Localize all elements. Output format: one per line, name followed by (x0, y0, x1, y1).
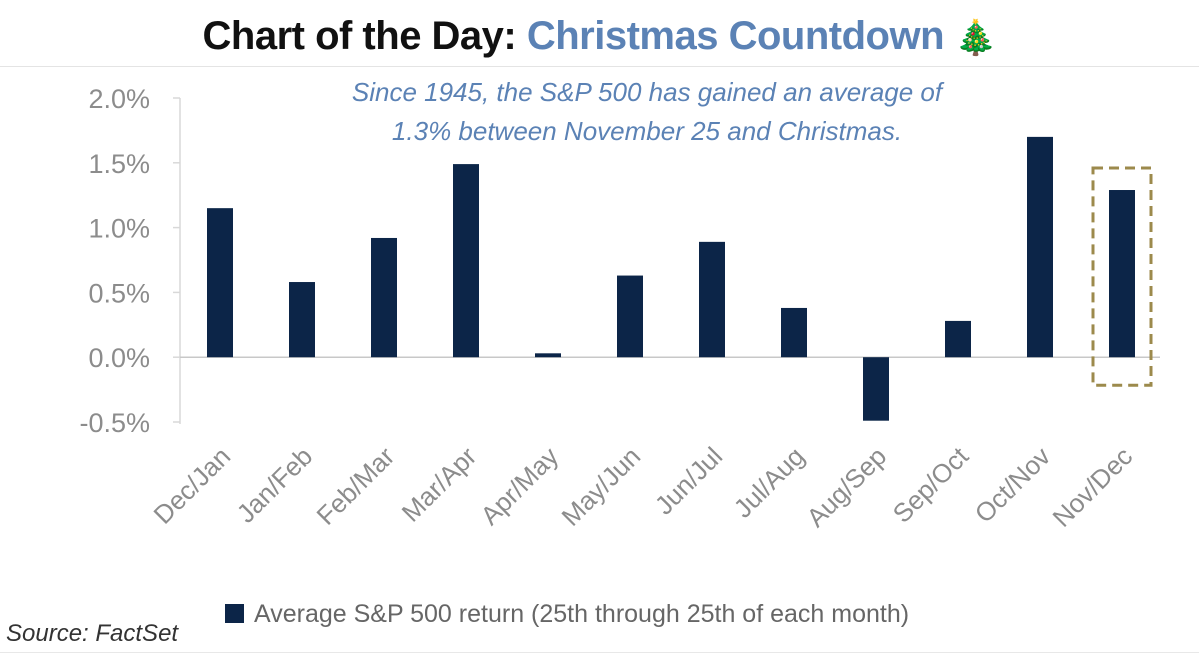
x-tick-label: Mar/Apr (396, 441, 483, 528)
bars (207, 136, 1135, 421)
bar-apr-may (535, 353, 561, 358)
legend-swatch (225, 604, 244, 623)
x-axis-labels: Dec/JanJan/FebFeb/MarMar/AprApr/MayMay/J… (148, 440, 1139, 532)
x-tick-label: Nov/Dec (1047, 441, 1139, 533)
title-accent: Christmas Countdown (526, 14, 945, 58)
bar-aug-sep (863, 357, 889, 421)
annotation-line-1: Since 1945, the S&P 500 has gained an av… (352, 77, 945, 107)
bar-jul-aug (781, 307, 807, 358)
x-tick-label: Oct/Nov (969, 441, 1057, 529)
bar-nov-dec (1109, 190, 1135, 358)
footer-divider (0, 652, 1199, 653)
christmas-tree-icon: 🎄 (954, 19, 997, 57)
x-tick-label: May/Jun (556, 441, 647, 532)
x-tick-label: Feb/Mar (311, 441, 401, 531)
bar-may-jun (617, 275, 643, 358)
bar-feb-mar (371, 237, 397, 358)
y-tick-label: 0.5% (88, 278, 150, 308)
bar-sep-oct (945, 320, 971, 358)
x-tick-label: Jan/Feb (231, 441, 319, 529)
annotation-line-2: 1.3% between November 25 and Christmas. (392, 116, 902, 146)
title-prefix: Chart of the Day: (202, 14, 527, 58)
chart-title: Chart of the Day: Christmas Countdown 🎄 (0, 14, 1199, 59)
x-tick-label: Sep/Oct (887, 440, 975, 528)
legend-label: Average S&P 500 return (25th through 25t… (254, 600, 909, 628)
source-note: Source: FactSet (6, 620, 179, 647)
bar-oct-nov (1027, 136, 1053, 358)
y-tick-label: -0.5% (79, 408, 150, 438)
x-tick-label: Aug/Sep (800, 441, 892, 533)
highlight-box (1091, 166, 1153, 387)
bar-dec-jan (207, 208, 233, 358)
header-divider (0, 66, 1199, 67)
y-tick-label: 2.0% (88, 84, 150, 114)
y-tick-label: 1.5% (88, 149, 150, 179)
y-tick-label: 0.0% (88, 343, 150, 373)
x-tick-label: Dec/Jan (148, 441, 237, 530)
bar-mar-apr (453, 164, 479, 358)
y-tick-label: 1.0% (88, 214, 150, 244)
x-tick-label: Jun/Jul (649, 441, 728, 520)
bar-jun-jul (699, 241, 725, 358)
y-axis-ticks: 2.0% 1.5% 1.0% 0.5% 0.0% -0.5% (79, 84, 180, 438)
x-tick-label: Apr/May (475, 441, 565, 531)
x-tick-label: Jul/Aug (728, 441, 811, 524)
bar-jan-feb (289, 282, 315, 358)
